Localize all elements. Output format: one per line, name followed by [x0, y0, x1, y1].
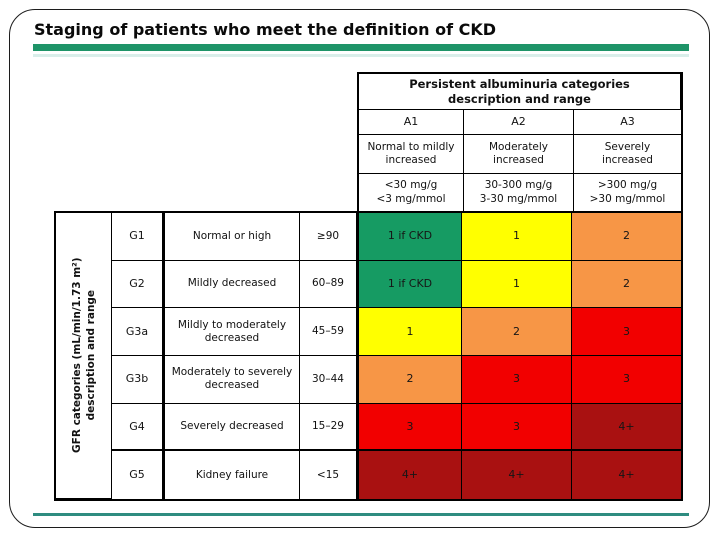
- risk-cell-g3a-a2: 2: [462, 308, 572, 356]
- risk-cell-g3a-a1: 1: [357, 308, 462, 356]
- range-line-2: 3-30 mg/mmol: [479, 192, 558, 205]
- gfr-code-g1: G1: [112, 213, 163, 261]
- albuminuria-code-a2: A2: [464, 110, 574, 135]
- gfr-range-g3a: 45–59: [300, 308, 357, 356]
- albuminuria-desc-a3: Severely increased: [574, 135, 681, 174]
- albuminuria-header: Persistent albuminuria categories descri…: [359, 74, 681, 110]
- gfr-range-g2: 60–89: [300, 260, 357, 309]
- risk-cell-g3b-a1: 2: [357, 356, 462, 404]
- title-accent-bar: [33, 44, 689, 51]
- albuminuria-header-table: Persistent albuminuria categories descri…: [357, 72, 683, 211]
- risk-cell-g4-a2: 3: [462, 403, 572, 452]
- risk-cell-g5-a3: 4+: [572, 451, 681, 499]
- risk-cell-g1-a2: 1: [462, 213, 572, 261]
- gfr-axis-line-2: description and range: [84, 290, 97, 421]
- albuminuria-code-a3: A3: [574, 110, 681, 135]
- gfr-range-g5: <15: [300, 451, 357, 499]
- gfr-risk-table: GFR categories (mL/min/1.73 m²) descript…: [54, 211, 683, 501]
- gfr-desc-g3b: Moderately to severely decreased: [163, 356, 300, 404]
- risk-cell-g5-a1: 4+: [357, 451, 462, 499]
- gfr-range-g4: 15–29: [300, 403, 357, 452]
- range-line-2: >30 mg/mmol: [589, 192, 666, 205]
- gfr-axis-label: GFR categories (mL/min/1.73 m²) descript…: [56, 213, 112, 499]
- gfr-code-g3b: G3b: [112, 356, 163, 404]
- footer-accent-line: [33, 513, 689, 516]
- albuminuria-range-a1: <30 mg/g <3 mg/mmol: [359, 174, 464, 211]
- gfr-axis-label-text: GFR categories (mL/min/1.73 m²) descript…: [69, 217, 97, 495]
- gfr-code-g2: G2: [112, 260, 163, 309]
- albuminuria-desc-a2: Moderately increased: [464, 135, 574, 174]
- albuminuria-range-a2: 30-300 mg/g 3-30 mg/mmol: [464, 174, 574, 211]
- title-accent-bar-glow: [33, 54, 689, 57]
- albuminuria-code-a1: A1: [359, 110, 464, 135]
- gfr-code-g4: G4: [112, 403, 163, 452]
- risk-cell-g1-a3: 2: [572, 213, 681, 261]
- gfr-range-g3b: 30–44: [300, 356, 357, 404]
- risk-cell-g3a-a3: 3: [572, 308, 681, 356]
- risk-cell-g2-a2: 1: [462, 260, 572, 309]
- slide-title: Staging of patients who meet the definit…: [34, 20, 497, 39]
- gfr-axis-line-1: GFR categories (mL/min/1.73 m²): [70, 257, 83, 454]
- albuminuria-desc-a1: Normal to mildly increased: [359, 135, 464, 174]
- risk-cell-g1-a1: 1 if CKD: [357, 213, 462, 261]
- gfr-code-g3a: G3a: [112, 308, 163, 356]
- range-line-1: <30 mg/g: [384, 179, 438, 192]
- range-line-1: 30-300 mg/g: [484, 179, 553, 192]
- risk-cell-g3b-a2: 3: [462, 356, 572, 404]
- gfr-desc-g1: Normal or high: [163, 213, 300, 261]
- risk-cell-g5-a2: 4+: [462, 451, 572, 499]
- risk-cell-g2-a1: 1 if CKD: [357, 260, 462, 309]
- risk-cell-g4-a3: 4+: [572, 403, 681, 452]
- gfr-desc-g4: Severely decreased: [163, 403, 300, 452]
- range-line-2: <3 mg/mmol: [376, 192, 446, 205]
- gfr-desc-g3a: Mildly to moderately decreased: [163, 308, 300, 356]
- gfr-desc-g2: Mildly decreased: [163, 260, 300, 309]
- risk-cell-g4-a1: 3: [357, 403, 462, 452]
- gfr-code-g5: G5: [112, 451, 163, 499]
- albuminuria-range-a3: >300 mg/g >30 mg/mmol: [574, 174, 681, 211]
- risk-cell-g2-a3: 2: [572, 260, 681, 309]
- gfr-desc-g5: Kidney failure: [163, 451, 300, 499]
- risk-cell-g3b-a3: 3: [572, 356, 681, 404]
- gfr-range-g1: ≥90: [300, 213, 357, 261]
- range-line-1: >300 mg/g: [597, 179, 658, 192]
